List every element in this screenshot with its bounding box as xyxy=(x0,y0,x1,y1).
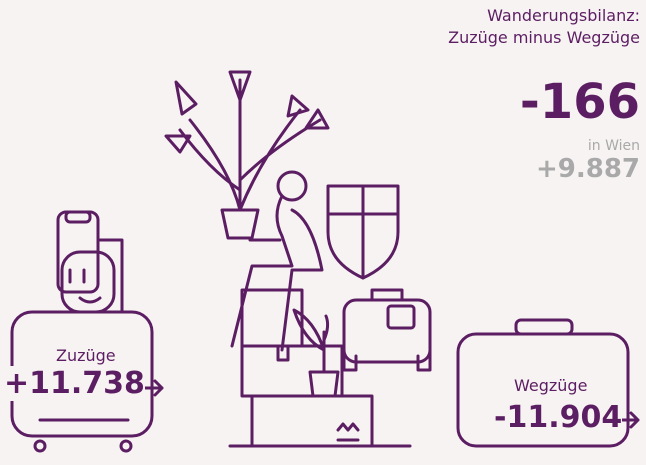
title-line: Zuzüge minus Wegzüge xyxy=(448,28,640,47)
inflow-label: Zuzüge xyxy=(56,346,116,365)
outflow-label: Wegzüge xyxy=(514,376,587,395)
vienna-shield xyxy=(328,186,398,278)
title-line: Wanderungsbilanz: xyxy=(487,6,640,25)
vienna-value: +9.887 xyxy=(536,154,640,184)
balance-value: -166 xyxy=(520,74,640,130)
person xyxy=(166,72,328,350)
pet-carrier xyxy=(344,290,430,370)
inflow-value: +11.738 xyxy=(4,366,145,401)
vienna-label: in Wien xyxy=(588,138,640,154)
infographic: Wanderungsbilanz: Zuzüge minus Wegzüge -… xyxy=(0,0,646,465)
boxes xyxy=(230,290,410,446)
small-plant xyxy=(294,310,338,396)
suitcase-left xyxy=(12,212,152,451)
outflow-value: -11.904 xyxy=(494,400,622,435)
